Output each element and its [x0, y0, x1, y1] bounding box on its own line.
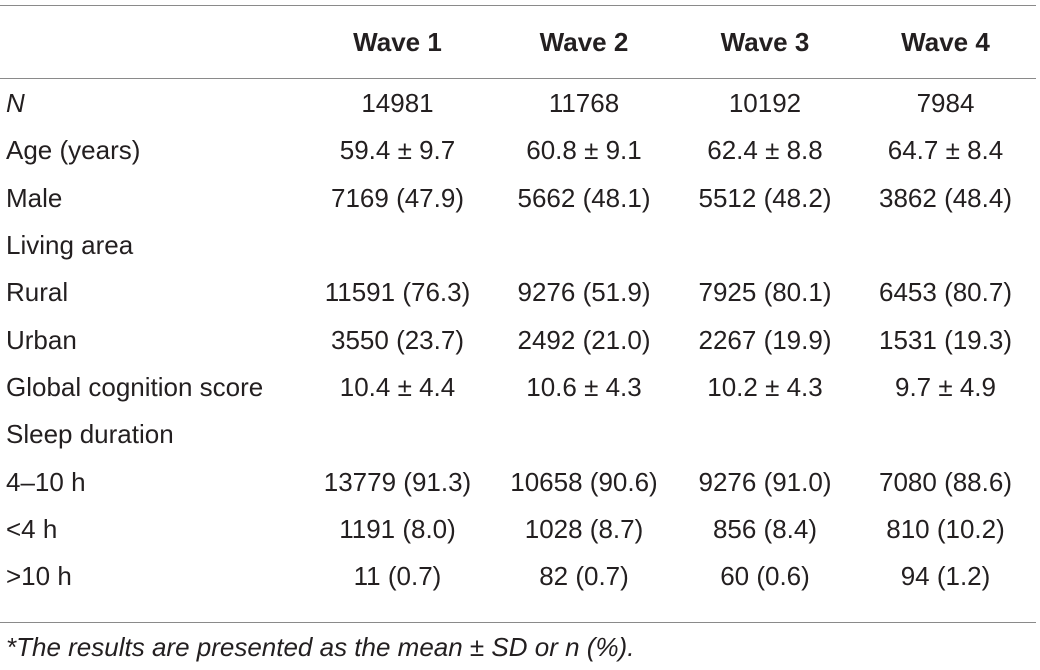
row-value-wave-2: 5662 (48.1): [517, 182, 651, 213]
table-footnote: *The results are presented as the mean ±…: [6, 632, 635, 662]
table-top-rule: [0, 5, 1036, 6]
table-row: <4 h 1191 (8.0) 1028 (8.7) 856 (8.4) 810 (10…: [0, 506, 1036, 553]
row-label: <4 h: [6, 513, 58, 544]
header-cell-wave-2: Wave 2: [539, 26, 629, 57]
row-label: Age (years): [6, 135, 141, 166]
row-value-wave-4: [855, 411, 1036, 458]
row-value-wave-1: 3550 (23.7): [331, 324, 464, 355]
table-row: Global cognition score 10.4 ± 4.4 10.6 ± 4…: [0, 364, 1036, 411]
row-value-wave-4: 3862 (48.4): [879, 182, 1012, 213]
row-value-wave-2: 10.6 ± 4.3: [526, 371, 642, 402]
row-value-wave-2: 1028 (8.7): [524, 513, 644, 544]
row-value-wave-2: 82 (0.7): [539, 561, 629, 592]
table-row: N 14981 11768 10192 7984: [0, 80, 1036, 127]
row-value-wave-3: 10192: [728, 88, 802, 119]
row-value-wave-2: [493, 222, 675, 269]
row-value-wave-1: 59.4 ± 9.7: [339, 135, 456, 166]
row-value-wave-3: [675, 222, 855, 269]
header-cell-wave-1: Wave 1: [353, 26, 442, 57]
table-row: 4–10 h 13779 (91.3) 10658 (90.6) 9276 (91.0…: [0, 458, 1036, 505]
row-label: >10 h: [6, 561, 72, 592]
row-value-wave-2: 2492 (21.0): [517, 324, 651, 355]
table-row: Rural 11591 (76.3) 9276 (51.9) 7925 (80.1) 6…: [0, 269, 1036, 316]
table-header-rule: [0, 78, 1036, 79]
row-value-wave-1: [302, 222, 493, 269]
row-value-wave-4: 7080 (88.6): [879, 466, 1012, 497]
table-row: Male 7169 (47.9) 5662 (48.1) 5512 (48.2) 386…: [0, 175, 1036, 222]
table-header-row: Wave 1 Wave 2 Wave 3 Wave 4: [0, 18, 1036, 66]
row-value-wave-3: 62.4 ± 8.8: [707, 135, 823, 166]
row-value-wave-3: 10.2 ± 4.3: [707, 371, 823, 402]
table-bottom-rule: [0, 622, 1036, 623]
row-label: N: [6, 88, 25, 119]
row-value-wave-1: 1191 (8.0): [339, 513, 456, 544]
row-value-wave-1: 10.4 ± 4.4: [339, 371, 456, 402]
row-value-wave-4: 64.7 ± 8.4: [887, 135, 1004, 166]
table-row: Sleep duration: [0, 411, 1036, 458]
row-value-wave-1: 11 (0.7): [353, 561, 442, 592]
row-value-wave-4: 6453 (80.7): [879, 277, 1012, 308]
row-value-wave-1: 7169 (47.9): [331, 182, 464, 213]
header-cell-wave-4: Wave 4: [901, 26, 990, 57]
row-value-wave-4: [855, 222, 1036, 269]
row-value-wave-3: 9276 (91.0): [698, 466, 832, 497]
row-value-wave-2: 11768: [548, 88, 620, 119]
row-value-wave-3: [675, 411, 855, 458]
row-value-wave-1: 11591 (76.3): [324, 277, 471, 308]
table-row: >10 h 11 (0.7) 82 (0.7) 60 (0.6) 94 (1.2): [0, 553, 1036, 600]
header-cell-wave-3: Wave 3: [720, 26, 810, 57]
row-value-wave-1: 13779 (91.3): [323, 466, 472, 497]
row-label: Living area: [6, 230, 134, 261]
row-value-wave-2: 10658 (90.6): [510, 466, 658, 497]
row-value-wave-4: 7984: [916, 88, 975, 119]
table-row: Living area: [0, 222, 1036, 269]
row-value-wave-3: 7925 (80.1): [698, 277, 832, 308]
row-value-wave-2: 60.8 ± 9.1: [526, 135, 642, 166]
row-label: Sleep duration: [6, 419, 174, 450]
table-row: Age (years) 59.4 ± 9.7 60.8 ± 9.1 62.4 ± 8.…: [0, 127, 1036, 174]
row-value-wave-3: 5512 (48.2): [698, 182, 832, 213]
row-value-wave-2: [493, 411, 675, 458]
row-value-wave-3: 856 (8.4): [712, 513, 818, 544]
header-cell-label: [0, 18, 302, 66]
row-value-wave-3: 60 (0.6): [720, 561, 810, 592]
row-value-wave-1: 14981: [361, 88, 434, 119]
table-spacer-row: [0, 66, 1036, 80]
row-value-wave-4: 810 (10.2): [886, 513, 1005, 544]
row-label: Rural: [6, 277, 69, 308]
row-value-wave-1: [302, 411, 493, 458]
row-value-wave-2: 9276 (51.9): [517, 277, 651, 308]
row-label: Urban: [6, 324, 77, 355]
row-value-wave-4: 9.7 ± 4.9: [894, 371, 996, 402]
table-row: Urban 3550 (23.7) 2492 (21.0) 2267 (19.9) 15…: [0, 316, 1036, 363]
row-label: Male: [6, 182, 63, 213]
row-label: 4–10 h: [6, 466, 86, 497]
row-label: Global cognition score: [6, 371, 264, 402]
row-value-wave-4: 94 (1.2): [900, 561, 991, 592]
row-value-wave-4: 1531 (19.3): [879, 324, 1012, 355]
row-value-wave-3: 2267 (19.9): [698, 324, 832, 355]
table-body: N 14981 11768 10192 7984 Age (years) 59.4 ± 9.…: [0, 66, 1036, 600]
characteristics-table: Wave 1 Wave 2 Wave 3 Wave 4 N 14981 11768 1…: [0, 18, 1036, 600]
